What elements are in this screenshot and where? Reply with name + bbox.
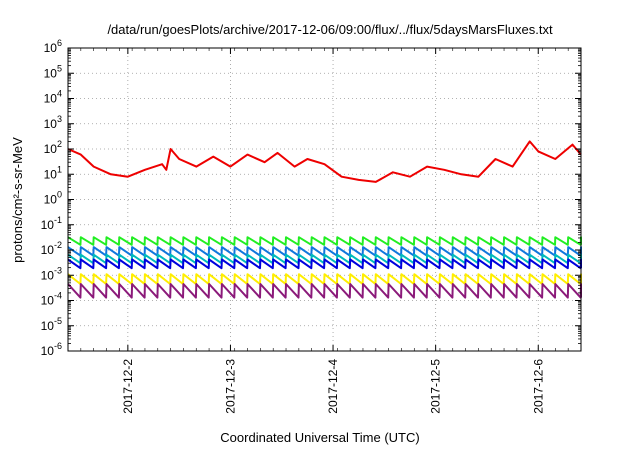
- series-line-1: [67, 140, 582, 183]
- series-line-6: [67, 273, 582, 285]
- y-tick-label: 104: [44, 89, 62, 106]
- series-line-2: [67, 236, 582, 246]
- y-tick-label: 10-3: [41, 265, 62, 282]
- data-series: [67, 140, 582, 299]
- chart-title: /data/run/goesPlots/archive/2017-12-06/0…: [107, 22, 553, 37]
- y-tick-label: 101: [44, 164, 62, 181]
- y-tick-label: 10-6: [41, 341, 62, 358]
- y-axis-label: protons/cm²-s-sr-MeV: [10, 137, 25, 263]
- y-tick-label: 10-2: [41, 240, 62, 257]
- x-tick-label: 2017-12-5: [429, 359, 443, 414]
- axis-ticks: 10-6 10-5 10-4 10-3 10-2 10-1 100 101 102 103 104 1…: [41, 38, 582, 414]
- x-tick-label: 2017-12-6: [531, 359, 545, 414]
- series-line-5: [67, 258, 582, 270]
- x-tick-label: 2017-12-3: [223, 359, 237, 414]
- series-line-3: [67, 246, 582, 257]
- y-tick-label: 10-4: [41, 291, 62, 308]
- y-tick-label: 103: [44, 114, 62, 131]
- y-tick-label: 102: [44, 139, 62, 156]
- y-tick-label: 10-1: [41, 215, 62, 232]
- y-tick-label: 106: [44, 38, 62, 55]
- series-line-7: [67, 283, 582, 299]
- y-tick-label: 10-5: [41, 316, 62, 333]
- grid-lines: [68, 48, 581, 351]
- x-axis-label: Coordinated Universal Time (UTC): [220, 430, 419, 445]
- y-tick-label: 100: [44, 190, 62, 207]
- x-tick-label: 2017-12-2: [121, 359, 135, 414]
- y-tick-label: 105: [44, 63, 62, 80]
- x-tick-label: 2017-12-4: [326, 359, 340, 414]
